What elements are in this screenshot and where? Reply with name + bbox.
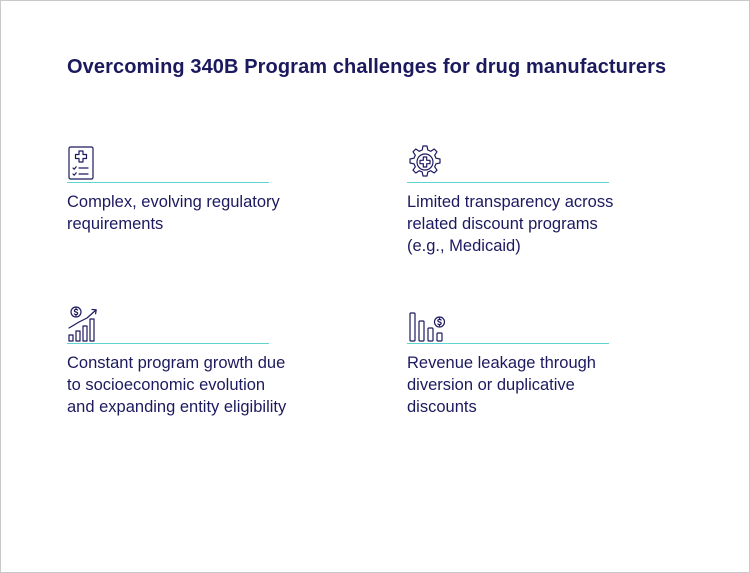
challenge-text: Complex, evolving regulatory requirement… [67,193,280,233]
gear-medical-cross-icon [409,145,441,177]
challenge-card-growth: Constant program growth due to socioecon… [67,305,297,418]
challenge-text: Constant program growth due to socioecon… [67,354,287,416]
growth-chart-dollar-icon [68,306,97,342]
challenge-text: Revenue leakage through diversion or dup… [407,354,596,416]
challenge-card-transparency: Limited transparency across related disc… [407,144,637,257]
challenge-card-revenue-leakage: Revenue leakage through diversion or dup… [407,305,637,418]
declining-bars-dollar-icon [409,312,445,342]
teal-divider [407,182,609,183]
challenge-card-regulatory: Complex, evolving regulatory requirement… [67,144,297,235]
teal-divider [67,343,269,344]
challenge-text: Limited transparency across related disc… [407,193,614,255]
medical-clipboard-icon [68,146,94,180]
teal-divider [407,343,609,344]
teal-divider [67,182,269,183]
page-title: Overcoming 340B Program challenges for d… [67,56,667,78]
